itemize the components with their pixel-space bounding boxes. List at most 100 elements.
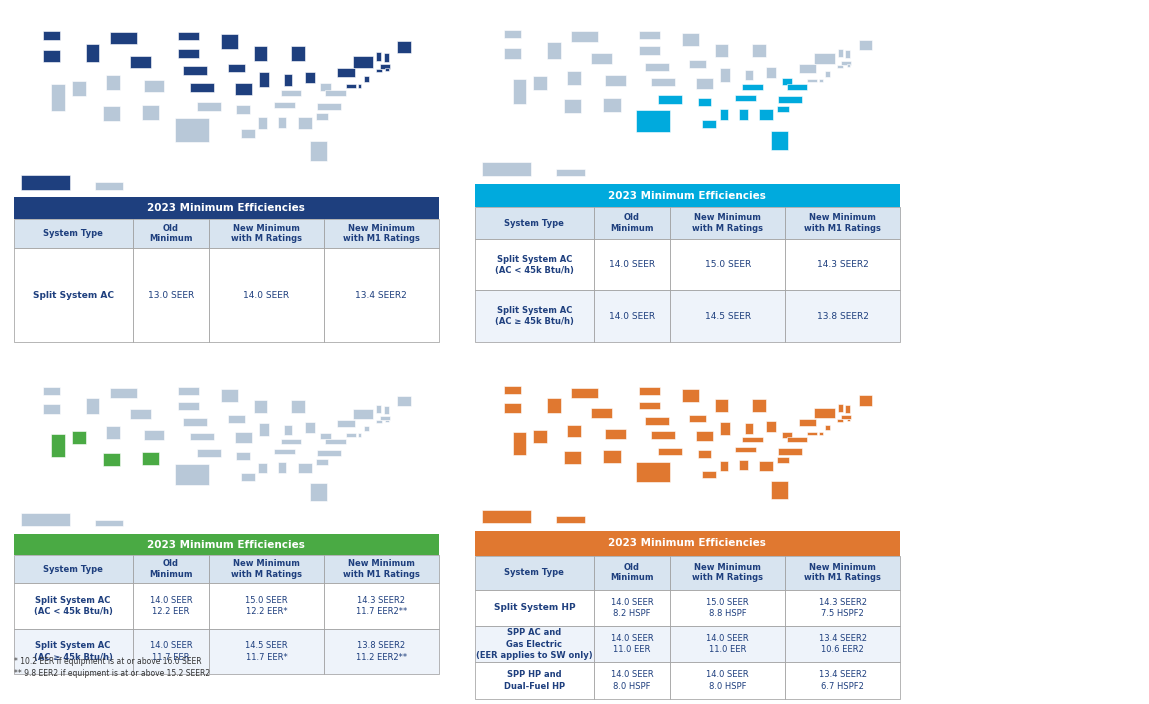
Text: 13.8 SEER2
11.2 EER2**: 13.8 SEER2 11.2 EER2** [356, 641, 407, 662]
Bar [14, 248, 132, 342]
Text: * 10.2 EER if equipment is at or above 16.0 SEER: * 10.2 EER if equipment is at or above 1… [14, 658, 201, 667]
Bar [106, 426, 119, 439]
Bar [284, 74, 292, 86]
Bar [130, 56, 151, 68]
Bar [109, 388, 137, 398]
Bar [592, 408, 612, 418]
Bar [838, 65, 843, 68]
Bar [735, 95, 756, 101]
Bar [785, 239, 900, 290]
Bar [778, 448, 802, 455]
Bar [241, 473, 255, 481]
Bar [781, 78, 792, 84]
Bar [132, 583, 209, 629]
Text: System Type: System Type [44, 229, 103, 238]
Text: ** 9.8 EER2 if equipment is at or above 15.2 SEER2: ** 9.8 EER2 if equipment is at or above … [14, 669, 209, 678]
Bar [353, 409, 373, 420]
Bar [196, 449, 221, 457]
Bar [787, 437, 808, 442]
Bar [132, 629, 209, 674]
Bar [745, 423, 753, 434]
Bar [504, 48, 522, 58]
Bar [512, 432, 526, 455]
Bar [376, 69, 381, 72]
Bar [689, 415, 707, 422]
Bar [825, 425, 831, 430]
Bar [512, 79, 526, 103]
Bar [338, 68, 355, 77]
Bar [304, 422, 315, 433]
Bar [43, 386, 60, 394]
Bar [324, 248, 439, 342]
Bar [670, 290, 785, 341]
Bar [142, 105, 160, 120]
Bar [742, 437, 763, 442]
Bar [765, 422, 776, 432]
Bar [52, 84, 65, 111]
Bar [316, 459, 329, 465]
Bar [720, 422, 730, 435]
Bar [278, 117, 286, 128]
Bar [184, 66, 207, 75]
Bar [86, 398, 99, 414]
Bar [838, 404, 842, 412]
Bar [702, 120, 716, 128]
Bar [43, 31, 60, 40]
Bar [398, 42, 411, 54]
Text: Southwest Region: Southwest Region [148, 359, 304, 375]
Bar [785, 662, 900, 698]
Bar [504, 403, 522, 413]
Bar [702, 470, 716, 478]
Bar [338, 420, 355, 427]
Text: National: National [651, 359, 724, 375]
Bar [771, 131, 788, 150]
Bar [353, 56, 373, 68]
Text: 14.0 SEER
8.0 HSPF: 14.0 SEER 8.0 HSPF [611, 670, 654, 691]
Bar [221, 34, 238, 49]
Bar [384, 406, 388, 414]
Bar [594, 239, 670, 290]
Text: 14.0 SEER: 14.0 SEER [609, 312, 655, 320]
Bar [847, 64, 850, 67]
Text: 14.3 SEER2
7.5 HSPF2: 14.3 SEER2 7.5 HSPF2 [818, 598, 866, 617]
Bar [130, 409, 151, 420]
Text: Split System AC
(AC < 45k Btu/h): Split System AC (AC < 45k Btu/h) [495, 255, 573, 275]
Bar [720, 68, 730, 82]
Bar [209, 219, 324, 248]
Bar [759, 109, 773, 120]
Bar [475, 239, 594, 290]
Bar [765, 68, 776, 78]
Text: 13.4 SEER2
10.6 EER2: 13.4 SEER2 10.6 EER2 [818, 634, 866, 654]
Bar [234, 432, 252, 443]
Bar [324, 555, 439, 583]
Bar [275, 102, 294, 108]
Text: SPP AC and
Gas Electric
(EER applies to SW only): SPP AC and Gas Electric (EER applies to … [476, 629, 593, 660]
Bar [43, 50, 60, 62]
Text: 14.0 SEER
8.2 HSPF: 14.0 SEER 8.2 HSPF [611, 598, 654, 617]
Bar [475, 556, 594, 589]
Text: 14.0 SEER
11.7 EER: 14.0 SEER 11.7 EER [149, 641, 192, 662]
Bar [346, 84, 356, 88]
Bar [670, 556, 785, 589]
Text: Old
Minimum: Old Minimum [610, 213, 654, 233]
Text: New Minimum
with M1 Ratings: New Minimum with M1 Ratings [342, 224, 419, 243]
Text: SPP HP and
Dual-Fuel HP: SPP HP and Dual-Fuel HP [503, 670, 565, 691]
Bar [325, 439, 346, 444]
Bar [475, 626, 594, 662]
Bar [651, 78, 676, 86]
Text: New Minimum
with M Ratings: New Minimum with M Ratings [692, 563, 763, 582]
Bar [807, 432, 817, 435]
Bar [298, 463, 311, 473]
Bar [324, 219, 439, 248]
Bar [237, 452, 250, 460]
Bar [556, 517, 585, 523]
Bar [635, 462, 670, 482]
Bar [658, 96, 683, 103]
Text: Split System AC
(AC < 45k Btu/h): Split System AC (AC < 45k Btu/h) [33, 596, 113, 616]
Text: 13.8 SEER2: 13.8 SEER2 [817, 312, 869, 320]
Text: 2023 Minimum Efficiencies: 2023 Minimum Efficiencies [609, 539, 766, 548]
Bar [753, 44, 766, 57]
Bar [740, 109, 748, 120]
Bar [377, 405, 381, 413]
Bar [237, 105, 250, 114]
